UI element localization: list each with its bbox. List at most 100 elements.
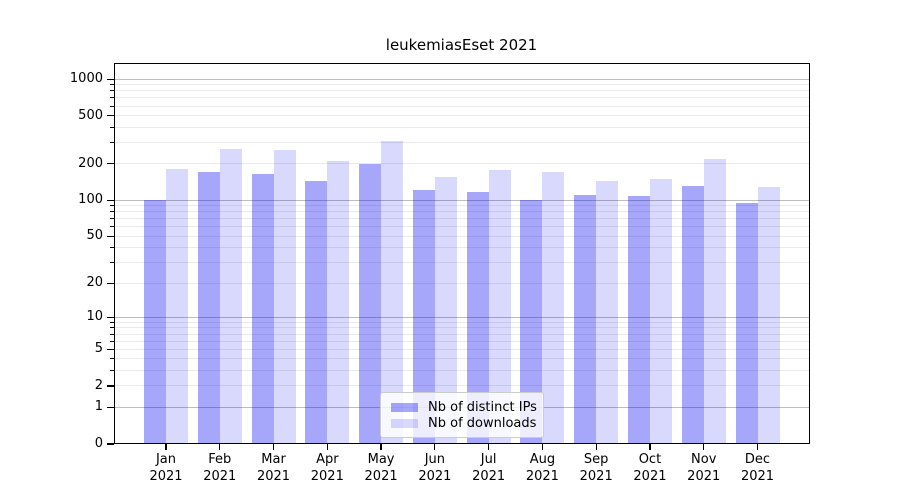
y-minor-tick: [109, 90, 114, 92]
gridline-minor: [113, 358, 810, 360]
y-minor-tick: [109, 105, 114, 107]
y-tick: [106, 406, 114, 408]
y-tick: [106, 385, 114, 387]
bar-downloads-aug: [542, 172, 565, 444]
x-tick: [434, 444, 436, 450]
bar-downloads-jan: [166, 169, 188, 444]
x-tick-label-month: Feb: [208, 452, 232, 467]
y-tick: [106, 282, 114, 284]
y-tick: [106, 78, 114, 80]
gridline-minor: [113, 235, 810, 237]
bar-distinct-ips-jun: [412, 190, 435, 444]
x-tick-label-year: 2021: [579, 469, 613, 484]
bar-distinct-ips-sep: [574, 194, 597, 444]
x-tick: [703, 444, 705, 450]
x-tick-label-year: 2021: [472, 469, 506, 484]
gridline-minor: [113, 340, 810, 342]
y-minor-tick: [109, 247, 114, 249]
gridline-minor: [113, 97, 810, 99]
gridline-minor: [113, 385, 810, 387]
gridline-minor: [113, 247, 810, 249]
x-tick-label-month: Mar: [261, 452, 286, 467]
y-minor-tick: [109, 370, 114, 372]
y-minor-tick: [109, 327, 114, 329]
bar-distinct-ips-apr: [305, 180, 328, 444]
x-tick-label-month: Oct: [638, 452, 662, 467]
bar-downloads-oct: [649, 179, 672, 444]
y-tick-label: 50: [86, 228, 103, 244]
x-tick-label-month: Dec: [744, 452, 771, 467]
x-tick-label-year: 2021: [203, 469, 237, 484]
y-minor-tick: [109, 262, 114, 264]
y-minor-tick: [109, 142, 114, 144]
gridline-major: [113, 199, 810, 201]
bar-distinct-ips-nov: [681, 185, 704, 444]
y-tick: [106, 163, 114, 165]
gridline-minor: [113, 126, 810, 128]
y-minor-tick: [109, 321, 114, 323]
y-tick: [106, 316, 114, 318]
gridline-minor: [113, 115, 810, 117]
bar-downloads-jul: [488, 170, 511, 444]
y-minor-tick: [109, 340, 114, 342]
y-minor-tick: [109, 226, 114, 228]
x-tick: [165, 444, 167, 450]
y-tick: [106, 443, 114, 445]
legend-label-downloads: Nb of downloads: [428, 415, 537, 431]
bar-distinct-ips-jul: [466, 192, 489, 444]
y-minor-tick: [109, 358, 114, 360]
chart-title: leukemiasEset 2021: [385, 36, 538, 54]
y-tick-label: 20: [86, 275, 103, 291]
bar-distinct-ips-feb: [197, 172, 220, 444]
bar-downloads-nov: [703, 158, 726, 444]
y-tick: [106, 115, 114, 117]
x-tick: [756, 444, 759, 450]
x-tick: [380, 444, 382, 450]
x-tick-label-year: 2021: [149, 469, 183, 484]
gridline-minor: [113, 105, 810, 107]
y-minor-tick: [109, 205, 114, 207]
bar-downloads-jun: [434, 176, 457, 444]
bar-distinct-ips-may: [359, 163, 382, 444]
y-minor-tick: [109, 97, 114, 99]
y-tick-label: 0: [94, 436, 103, 451]
x-tick-label-year: 2021: [256, 469, 291, 484]
bar-distinct-ips-jan: [144, 200, 166, 444]
y-tick-label: 1: [94, 399, 103, 415]
gridline-major: [113, 316, 810, 318]
x-tick-label-year: 2021: [364, 469, 398, 484]
x-tick-label-year: 2021: [740, 469, 775, 484]
x-tick-label-month: Jul: [480, 452, 497, 467]
legend-item-distinct-ips: Nb of distinct IPs: [391, 399, 537, 415]
gridline-minor: [113, 142, 810, 144]
y-minor-tick: [109, 333, 114, 335]
x-tick: [595, 444, 597, 450]
y-tick-label: 2: [94, 377, 103, 393]
y-tick-label: 500: [78, 107, 103, 123]
gridline-minor: [113, 282, 810, 284]
gridline-minor: [113, 211, 810, 213]
x-tick-label-year: 2021: [310, 469, 344, 484]
bar-downloads-sep: [596, 180, 619, 444]
gridline-minor: [113, 262, 810, 264]
y-tick-label: 10: [86, 309, 103, 325]
gridline-minor: [113, 84, 810, 86]
bar-distinct-ips-mar: [251, 174, 274, 444]
x-tick-label-month: Jan: [155, 452, 177, 467]
legend-item-downloads: Nb of downloads: [391, 415, 537, 431]
gridline-minor: [113, 370, 810, 372]
y-minor-tick: [109, 211, 114, 213]
x-tick-label-month: Sep: [583, 452, 609, 467]
x-tick: [219, 444, 221, 450]
y-tick-label: 1000: [69, 71, 103, 87]
bar-distinct-ips-aug: [520, 200, 543, 444]
gridline-minor: [113, 321, 810, 323]
gridline-minor: [113, 226, 810, 228]
y-minor-tick: [109, 126, 114, 128]
gridline-minor: [113, 348, 810, 350]
y-tick: [106, 235, 114, 237]
x-tick-label-year: 2021: [525, 469, 559, 484]
x-tick-label-year: 2021: [633, 469, 667, 484]
x-tick-label-year: 2021: [687, 469, 721, 484]
